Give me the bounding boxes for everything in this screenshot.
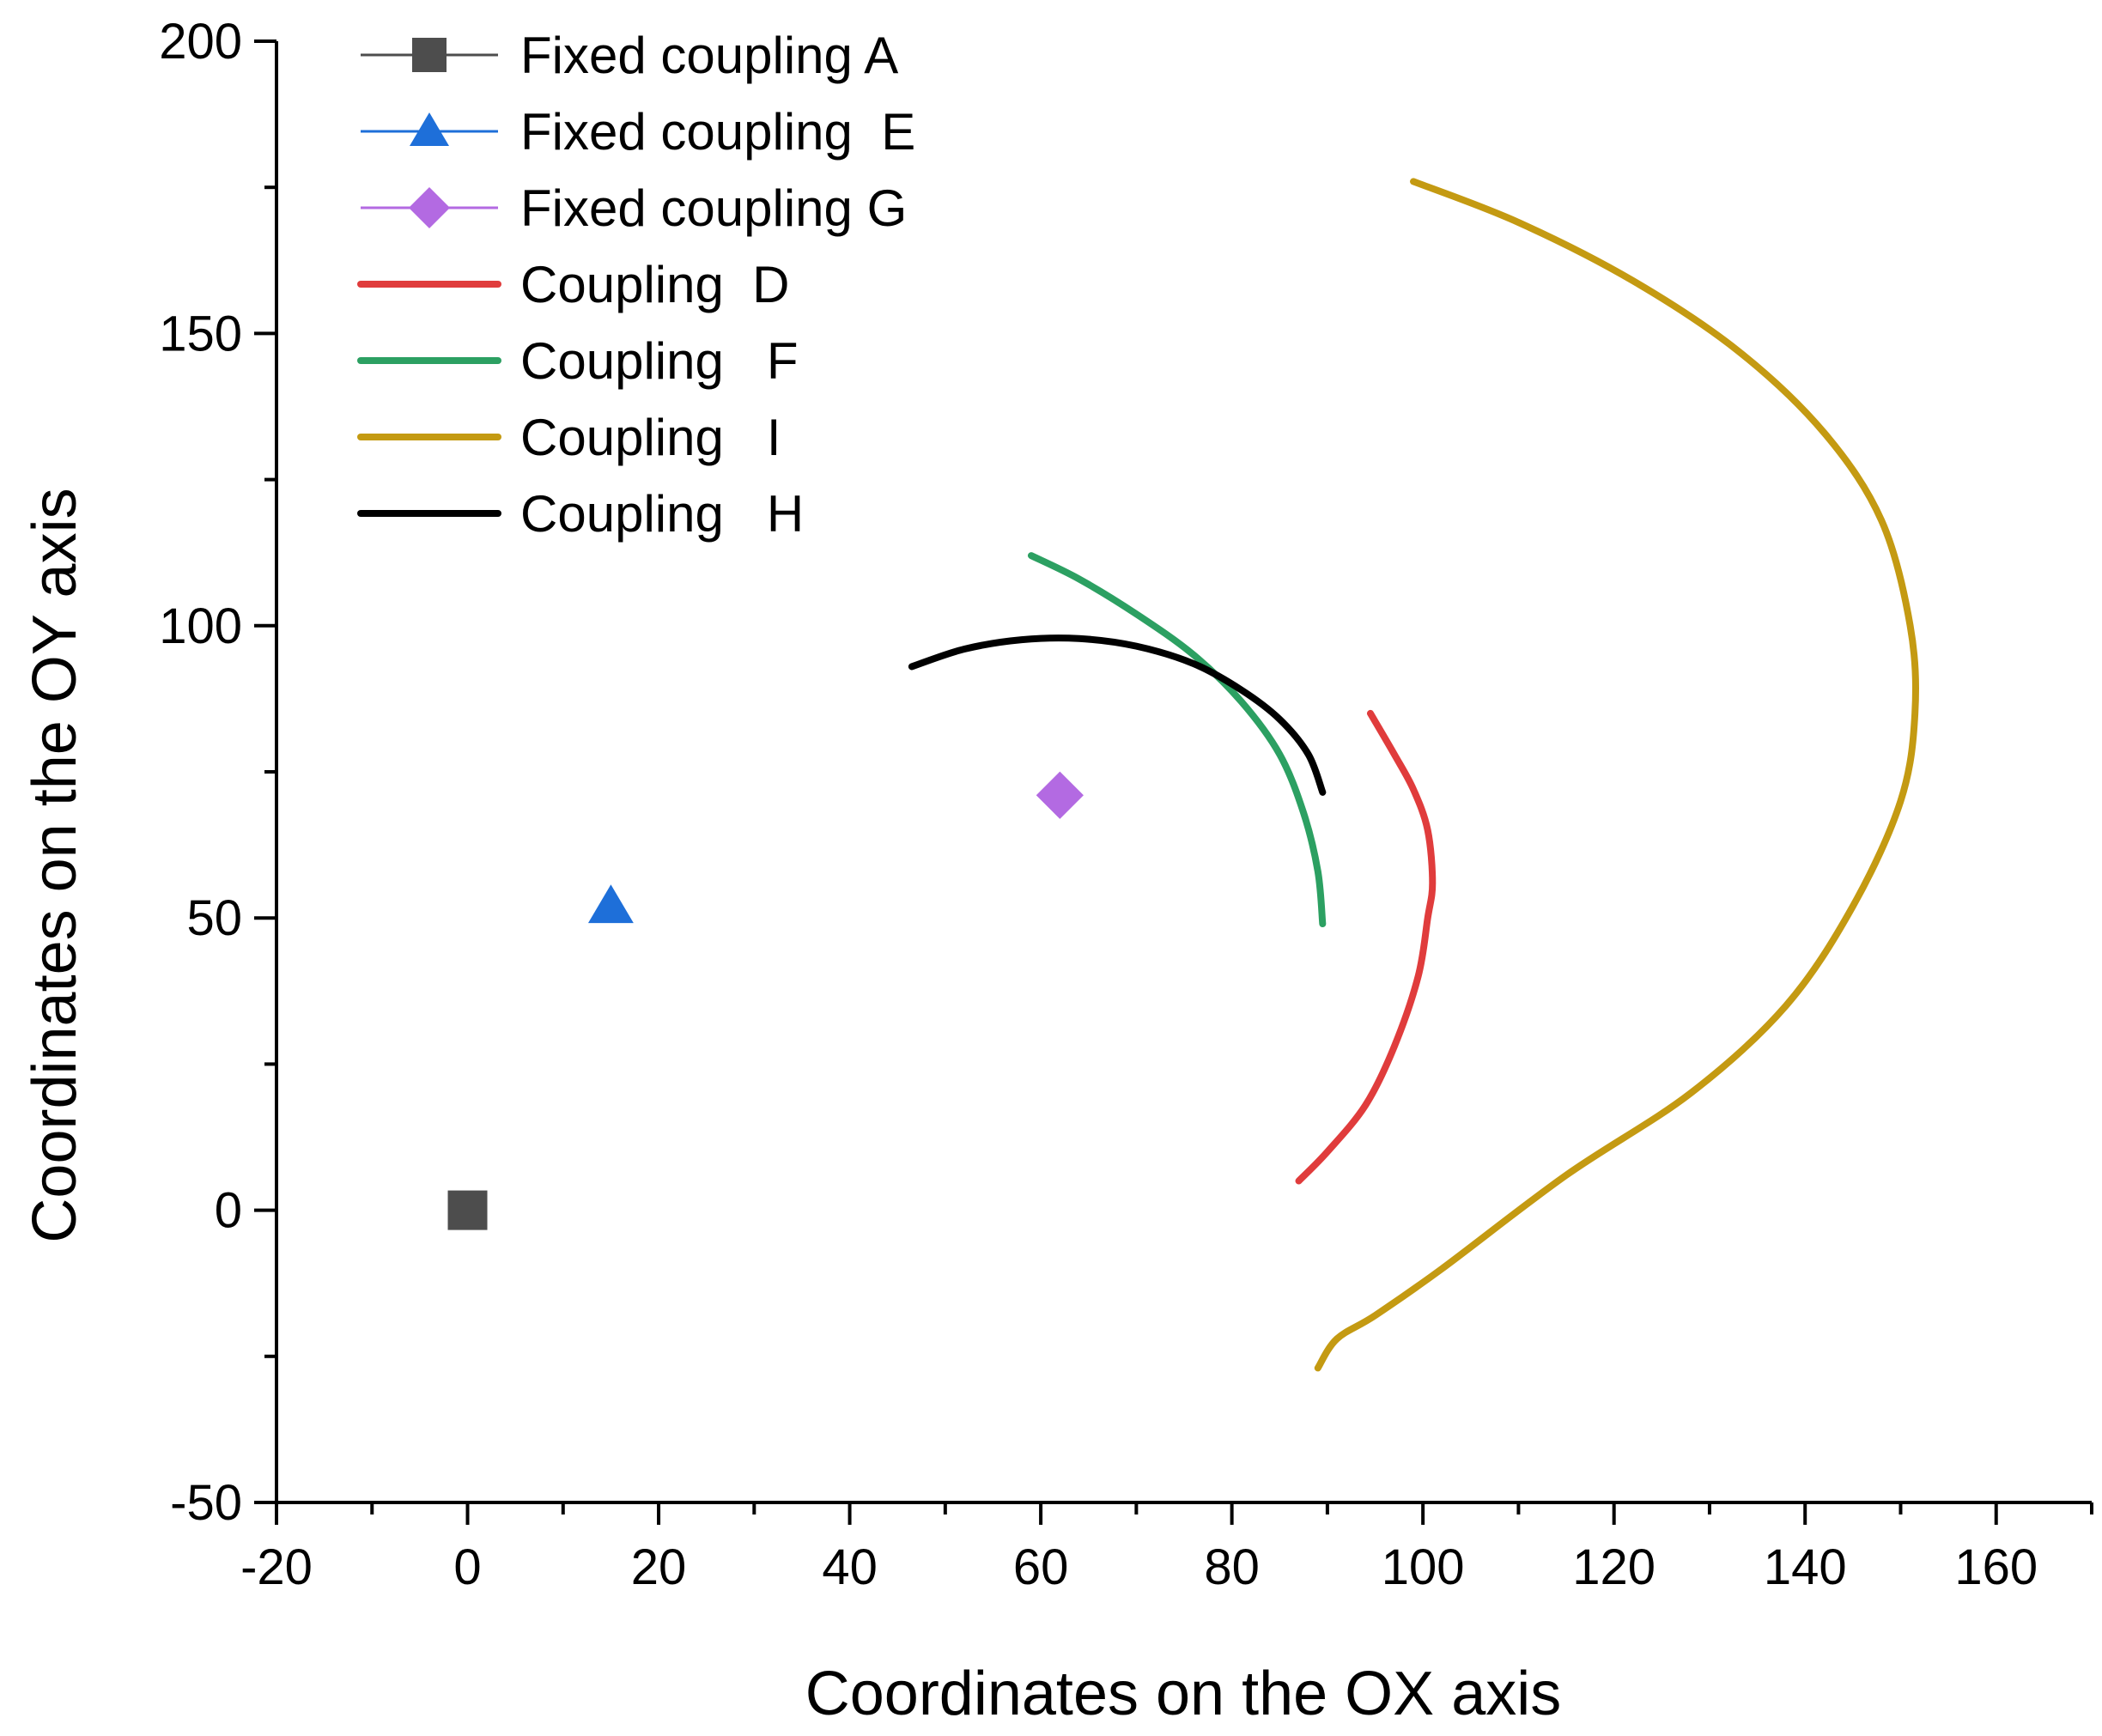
x-axis-title: Coordinates on the OX axis <box>805 1660 1562 1728</box>
y-tick-label: 200 <box>159 14 242 70</box>
x-ticks: -20 0 20 40 60 80 100 120 140 160 <box>240 1502 2093 1595</box>
legend-marker-fixed-coupling-e <box>410 112 449 146</box>
line-coupling-i <box>1314 178 1920 1372</box>
legend-label: Fixed coupling A <box>520 27 898 84</box>
y-tick-label: 50 <box>186 890 242 946</box>
x-tick-label: 60 <box>1013 1539 1069 1595</box>
y-tick-label: -50 <box>170 1475 242 1531</box>
legend-label: Coupling I <box>520 409 781 466</box>
x-tick-label: 20 <box>631 1539 687 1595</box>
y-ticks: -50 0 50 100 150 200 <box>159 14 276 1531</box>
y-tick-label: 100 <box>159 598 242 654</box>
y-tick-label: 150 <box>159 306 242 361</box>
point-fixed-coupling-e <box>587 884 634 924</box>
legend-label: Fixed coupling E <box>520 103 915 161</box>
x-tick-label: 120 <box>1572 1539 1655 1595</box>
legend-label: Coupling D <box>520 256 790 313</box>
x-tick-label: 140 <box>1764 1539 1847 1595</box>
x-tick-label: 160 <box>1954 1539 2038 1595</box>
point-fixed-coupling-a <box>447 1190 488 1230</box>
y-axis-title: Coordinates on the OY axis <box>21 488 89 1242</box>
legend: Fixed coupling A Fixed coupling E Fixed co… <box>357 27 915 543</box>
line-coupling-h <box>908 634 1327 796</box>
line-coupling-f <box>1027 552 1327 928</box>
legend-marker-fixed-coupling-a <box>412 38 447 72</box>
point-fixed-coupling-g <box>1036 771 1084 819</box>
legend-label: Coupling F <box>520 332 799 390</box>
x-tick-label: 80 <box>1204 1539 1260 1595</box>
legend-label: Coupling H <box>520 485 804 543</box>
series-layer <box>447 178 1920 1372</box>
legend-label: Fixed coupling G <box>520 179 907 237</box>
line-coupling-d <box>1295 709 1437 1185</box>
y-tick-label: 0 <box>215 1183 242 1239</box>
x-tick-label: 100 <box>1382 1539 1465 1595</box>
x-tick-label: 0 <box>453 1539 481 1595</box>
legend-marker-fixed-coupling-g <box>409 187 450 228</box>
x-tick-label: -20 <box>240 1539 313 1595</box>
x-tick-label: 40 <box>822 1539 878 1595</box>
